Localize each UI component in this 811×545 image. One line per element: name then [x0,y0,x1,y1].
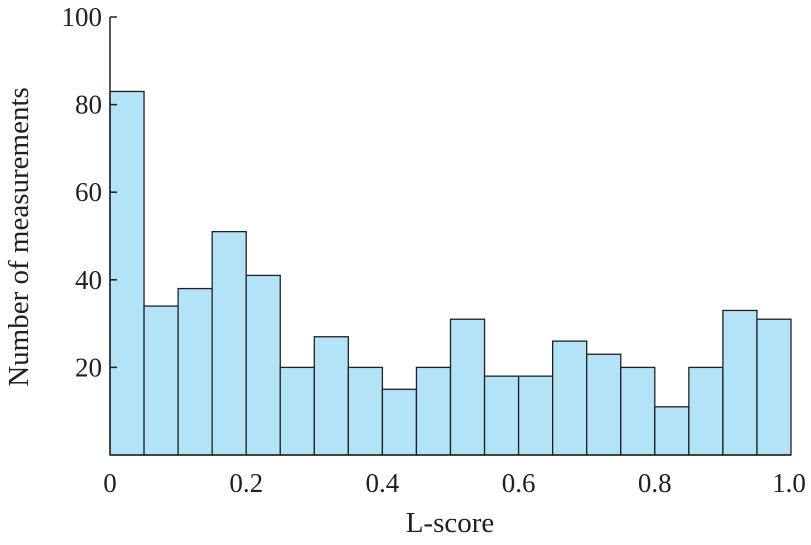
histogram-bar [483,375,520,456]
x-axis-label: L-score [406,507,495,539]
x-tick-label: 0.2 [229,468,263,498]
histogram-bar [177,287,213,456]
histogram-bar [109,90,145,456]
x-tick-label: 0.4 [366,468,400,498]
histogram-bar [654,406,690,456]
histogram-bar [552,340,588,456]
bars-group [109,90,792,456]
histogram-bar [620,366,656,456]
axes-group [109,16,791,456]
x-tick-label: 0.8 [638,468,672,498]
x-tick-label: 0.6 [502,468,536,498]
histogram-bar [415,366,452,456]
histogram-bar [722,309,758,456]
x-tick-label: 1.0 [772,468,806,498]
y-tick-label: 40 [75,265,102,295]
histogram-bar [586,353,622,456]
histogram-bar [211,230,247,456]
histogram-bar [688,366,724,456]
histogram-bar [279,366,315,456]
histogram-bar [143,305,179,456]
y-tick-label: 100 [62,2,103,32]
y-tick-label: 80 [75,90,102,120]
y-axis-label: Number of measurements [3,87,35,387]
x-tick-label: 0 [103,468,117,498]
histogram-bar [517,375,554,456]
histogram-bar [313,336,349,456]
y-tick-label: 20 [75,352,102,382]
histogram-bar [756,318,792,456]
histogram-bar [245,274,281,456]
histogram-bar [381,388,418,456]
histogram-bar [449,318,486,456]
histogram-bar [347,366,384,456]
y-tick-label: 60 [75,177,102,207]
tick-labels-group: 20 40 60 80 100 0 0.2 0.4 0.6 0.8 1.0 [62,2,806,498]
